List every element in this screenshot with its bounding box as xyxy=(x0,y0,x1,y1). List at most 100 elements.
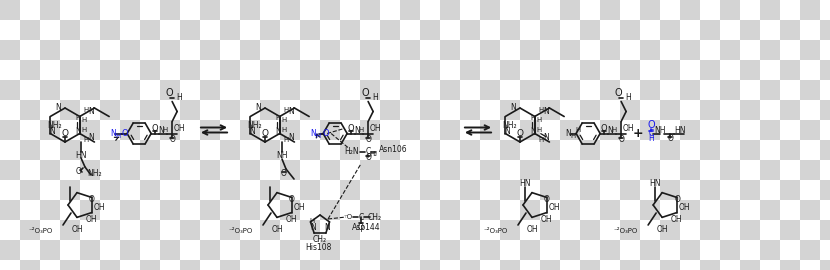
Bar xyxy=(300,200,320,220)
Bar xyxy=(340,20,360,40)
Bar xyxy=(560,160,580,180)
Bar xyxy=(560,40,580,60)
Bar xyxy=(200,40,220,60)
Bar xyxy=(640,260,660,270)
Bar xyxy=(360,200,380,220)
Bar xyxy=(400,180,420,200)
Bar xyxy=(400,260,420,270)
Bar xyxy=(660,160,680,180)
Bar xyxy=(500,40,520,60)
Bar xyxy=(340,160,360,180)
Bar xyxy=(320,40,340,60)
Bar xyxy=(620,60,640,80)
Text: O: O xyxy=(348,124,354,133)
Bar xyxy=(100,120,120,140)
Text: H: H xyxy=(359,127,364,133)
Bar xyxy=(700,220,720,240)
Bar xyxy=(340,260,360,270)
Bar xyxy=(140,260,160,270)
Text: CH₂: CH₂ xyxy=(313,235,327,244)
Bar xyxy=(340,200,360,220)
Bar xyxy=(360,260,380,270)
Bar xyxy=(680,200,700,220)
Bar xyxy=(240,40,260,60)
Bar xyxy=(220,100,240,120)
Bar xyxy=(480,60,500,80)
Bar xyxy=(800,160,820,180)
Bar xyxy=(260,100,280,120)
Bar xyxy=(40,40,60,60)
Bar xyxy=(700,140,720,160)
Bar xyxy=(100,80,120,100)
Bar xyxy=(500,100,520,120)
Bar xyxy=(640,240,660,260)
Bar xyxy=(240,0,260,20)
Bar xyxy=(280,160,300,180)
Bar xyxy=(140,0,160,20)
Bar xyxy=(480,220,500,240)
Bar xyxy=(300,0,320,20)
Bar xyxy=(740,120,760,140)
Bar xyxy=(760,40,780,60)
Bar xyxy=(260,140,280,160)
Bar xyxy=(80,160,100,180)
Bar xyxy=(100,180,120,200)
Bar xyxy=(680,100,700,120)
Bar xyxy=(260,120,280,140)
Bar xyxy=(540,240,560,260)
Text: OH: OH xyxy=(678,204,690,212)
Bar xyxy=(0,40,20,60)
Bar xyxy=(420,40,440,60)
Bar xyxy=(60,40,80,60)
Bar xyxy=(0,0,20,20)
Bar xyxy=(380,160,400,180)
Bar xyxy=(80,200,100,220)
Text: OH: OH xyxy=(526,224,538,234)
Bar xyxy=(320,240,340,260)
Bar xyxy=(280,200,300,220)
Bar xyxy=(160,260,180,270)
Bar xyxy=(160,200,180,220)
Bar xyxy=(140,80,160,100)
Bar xyxy=(520,200,540,220)
Bar xyxy=(620,160,640,180)
Text: ⁻²O₃PO: ⁻²O₃PO xyxy=(29,228,53,234)
Bar xyxy=(560,140,580,160)
Bar xyxy=(740,60,760,80)
Bar xyxy=(460,80,480,100)
Bar xyxy=(300,20,320,40)
Bar xyxy=(480,120,500,140)
Bar xyxy=(100,200,120,220)
Bar xyxy=(520,220,540,240)
Text: N: N xyxy=(50,127,55,136)
Text: OH: OH xyxy=(85,214,97,224)
Bar xyxy=(460,60,480,80)
Text: H: H xyxy=(75,116,81,122)
Bar xyxy=(60,140,80,160)
Bar xyxy=(400,40,420,60)
Bar xyxy=(700,80,720,100)
Bar xyxy=(540,20,560,40)
Bar xyxy=(260,20,280,40)
Text: H: H xyxy=(539,107,544,113)
Bar xyxy=(620,120,640,140)
Bar xyxy=(0,60,20,80)
Text: N: N xyxy=(159,126,164,135)
Text: O: O xyxy=(89,195,95,204)
Bar xyxy=(820,100,830,120)
Bar xyxy=(640,80,660,100)
Bar xyxy=(600,40,620,60)
Text: H: H xyxy=(115,133,120,140)
Bar xyxy=(240,160,260,180)
Bar xyxy=(580,220,600,240)
Bar xyxy=(260,240,280,260)
Bar xyxy=(280,260,300,270)
Bar xyxy=(160,40,180,60)
Bar xyxy=(80,120,100,140)
Bar xyxy=(200,20,220,40)
Text: H: H xyxy=(315,133,320,140)
Bar xyxy=(660,120,680,140)
Bar xyxy=(60,260,80,270)
Text: O: O xyxy=(76,167,82,177)
Bar xyxy=(600,200,620,220)
